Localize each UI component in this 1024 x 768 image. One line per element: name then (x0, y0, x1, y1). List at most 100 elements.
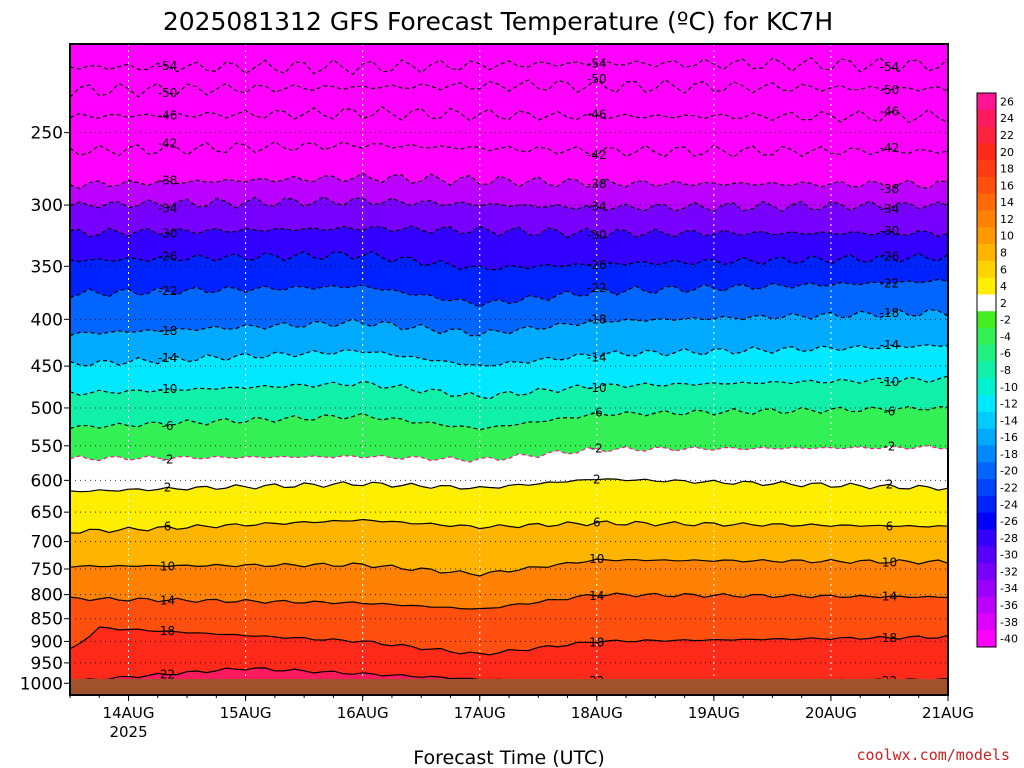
colorbar-label--32: -32 (1000, 565, 1018, 578)
colorbar-swatch (977, 529, 996, 547)
colorbar-swatch (977, 311, 996, 329)
contour-label--22: -22 (880, 277, 900, 291)
colorbar-label-20: 20 (1000, 146, 1014, 159)
contour-label--30: -30 (587, 228, 607, 242)
contour-label--34: -34 (880, 202, 900, 216)
colorbar-label--40: -40 (1000, 633, 1018, 646)
x-tick-label-20AUG: 20AUG (805, 704, 857, 722)
contour-label--38: -38 (158, 174, 178, 188)
colorbar-swatch (977, 244, 996, 262)
contour-label--18: -18 (587, 313, 607, 327)
contour-label--14: -14 (880, 338, 900, 352)
contour-label--10: -10 (587, 381, 607, 395)
contour-label--30: -30 (158, 227, 178, 241)
x-tick-label-14AUG: 14AUG (103, 704, 155, 722)
contour-label--26: -26 (587, 258, 607, 272)
contour--54 (70, 56, 948, 75)
colorbar-swatch (977, 294, 996, 312)
colorbar-swatch (977, 344, 996, 363)
contour--22 (70, 278, 948, 308)
contour-label-2: 2 (593, 473, 601, 487)
contour-label-14: 14 (882, 589, 897, 603)
colorbar-label-2: 2 (1000, 297, 1007, 310)
contour--46 (70, 106, 948, 124)
y-tick-label-700: 700 (31, 533, 63, 553)
contour-label-22: 22 (160, 668, 175, 682)
colorbar-swatch (977, 143, 996, 161)
colorbar-label--16: -16 (1000, 431, 1018, 444)
contour-label-6: 6 (886, 519, 894, 533)
colorbar-swatch (977, 462, 996, 480)
y-tick-label-650: 650 (31, 503, 63, 523)
colorbar-swatch (977, 546, 996, 564)
colorbar-swatch (977, 579, 996, 598)
contour-label--26: -26 (158, 249, 178, 263)
colorbar-label--14: -14 (1000, 414, 1018, 427)
colorbar-swatch (977, 109, 996, 128)
contour-label--46: -46 (587, 108, 607, 122)
contour-label--30: -30 (880, 224, 900, 238)
colorbar-label--8: -8 (1000, 364, 1011, 377)
colorbar-label-14: 14 (1000, 196, 1014, 209)
colorbar-label--4: -4 (1000, 330, 1011, 343)
contour-label--14: -14 (158, 351, 178, 365)
y-tick-label-800: 800 (31, 586, 63, 606)
contour-label-18: 18 (589, 636, 604, 650)
contour-label--10: -10 (158, 382, 178, 396)
y-tick-label-750: 750 (31, 560, 63, 580)
colorbar-swatch (977, 563, 996, 581)
contour-label--6: -6 (162, 419, 174, 433)
contour-label--2: -2 (883, 439, 895, 453)
contour-label--10: -10 (880, 375, 900, 389)
colorbar-label--36: -36 (1000, 599, 1018, 612)
contour-6 (70, 518, 948, 534)
colorbar-label-24: 24 (1000, 112, 1014, 125)
contour--42 (70, 140, 948, 158)
contour-label--6: -6 (883, 404, 895, 418)
contour-label-14: 14 (160, 593, 175, 607)
colorbar-label--30: -30 (1000, 549, 1018, 562)
contour--18 (70, 308, 948, 337)
contour-label-18: 18 (160, 624, 175, 638)
contour-label--38: -38 (587, 177, 607, 191)
contour--34 (70, 195, 948, 213)
colorbar-label-26: 26 (1000, 95, 1014, 108)
contour-label-2: 2 (886, 477, 894, 491)
contour-label-10: 10 (589, 552, 604, 566)
contour-label--2: -2 (162, 453, 174, 467)
colorbar-label--2: -2 (1000, 314, 1011, 327)
colorbar-swatch (977, 210, 996, 228)
ground (70, 679, 948, 695)
y-tick-label-1000: 1000 (20, 674, 63, 694)
colorbar-label--10: -10 (1000, 381, 1018, 394)
colorbar-label-4: 4 (1000, 280, 1007, 293)
temperature-field (70, 44, 948, 695)
y-tick-label-250: 250 (31, 124, 63, 144)
y-tick-label-850: 850 (31, 610, 63, 630)
contour-label-18: 18 (882, 631, 897, 645)
contour--10 (70, 375, 948, 400)
contour-label--50: -50 (158, 86, 178, 100)
contour--30 (70, 225, 948, 239)
contour-label-6: 6 (164, 519, 172, 533)
colorbar-swatch (977, 93, 996, 111)
x-tick-sublabel: 2025 (109, 723, 147, 741)
contour-label--46: -46 (880, 105, 900, 119)
colorbar-label-16: 16 (1000, 179, 1014, 192)
colorbar-swatch (977, 630, 996, 648)
x-tick-label-18AUG: 18AUG (571, 704, 623, 722)
contour-18 (70, 626, 948, 656)
contour--26 (70, 250, 948, 271)
y-tick-label-400: 400 (31, 310, 63, 330)
colorbar-swatch (977, 260, 996, 279)
colorbar-swatch (977, 445, 996, 463)
contour-label-6: 6 (593, 515, 601, 529)
contour-label--18: -18 (158, 324, 178, 338)
colorbar-label-12: 12 (1000, 213, 1014, 226)
contour--2 (70, 444, 948, 463)
contour-label--34: -34 (587, 199, 607, 213)
contour-label-10: 10 (160, 559, 175, 573)
colorbar-label--12: -12 (1000, 398, 1018, 411)
